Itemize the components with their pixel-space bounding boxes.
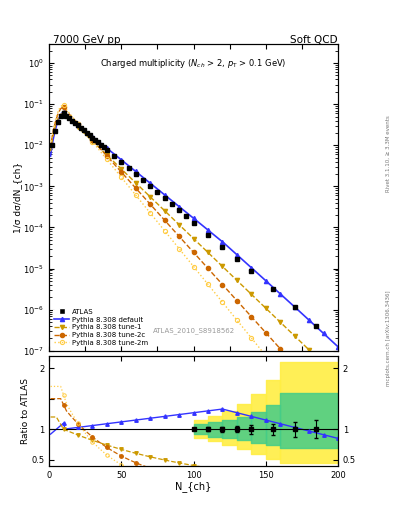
Text: Soft QCD: Soft QCD [290,35,338,45]
X-axis label: N_{ch}: N_{ch} [175,481,212,492]
Y-axis label: 1/σ dσ/dN_{ch}: 1/σ dσ/dN_{ch} [13,162,22,232]
Legend: ATLAS, Pythia 8.308 default, Pythia 8.308 tune-1, Pythia 8.308 tune-2c, Pythia 8: ATLAS, Pythia 8.308 default, Pythia 8.30… [53,308,150,347]
Y-axis label: Ratio to ATLAS: Ratio to ATLAS [21,378,30,444]
Text: 7000 GeV pp: 7000 GeV pp [53,35,121,45]
Text: Rivet 3.1.10, ≥ 3.3M events: Rivet 3.1.10, ≥ 3.3M events [386,115,391,192]
Text: ATLAS_2010_S8918562: ATLAS_2010_S8918562 [152,327,235,334]
Text: Charged multiplicity ($N_{ch}$ > 2, $p_{\rm T}$ > 0.1 GeV): Charged multiplicity ($N_{ch}$ > 2, $p_{… [100,57,287,70]
Text: mcplots.cern.ch [arXiv:1306.3436]: mcplots.cern.ch [arXiv:1306.3436] [386,290,391,386]
